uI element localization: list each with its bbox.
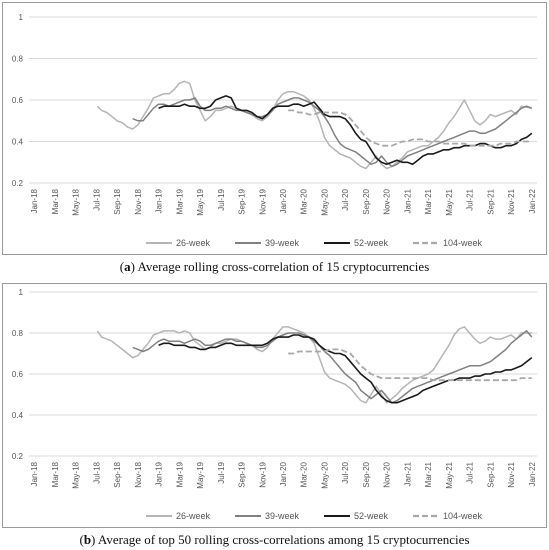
x-tick-label: May-18 xyxy=(72,461,81,488)
legend-label-26-week: 26-week xyxy=(176,511,211,521)
y-tick-label: 0.6 xyxy=(12,370,24,379)
x-tick-label: Sep-18 xyxy=(113,188,122,214)
x-tick-label: May-20 xyxy=(320,461,329,488)
x-tick-label: Sep-20 xyxy=(362,461,371,487)
x-tick-label: Nov-18 xyxy=(134,461,143,487)
legend-label-52-week: 52-week xyxy=(354,511,389,521)
x-tick-label: Jan-18 xyxy=(30,188,39,213)
x-tick-label: Jul-18 xyxy=(92,188,101,210)
x-tick-label: Jul-18 xyxy=(92,461,101,483)
x-tick-label: Mar-21 xyxy=(424,188,433,214)
y-tick-label: 0.2 xyxy=(12,452,24,461)
caption-b-letter: b xyxy=(83,532,92,547)
y-tick-label: 0.6 xyxy=(12,96,24,105)
series-line-104-week xyxy=(288,109,532,147)
x-tick-label: Jul-21 xyxy=(466,461,475,483)
x-tick-label: Jul-20 xyxy=(341,461,350,483)
series-line-104-week xyxy=(288,348,532,382)
series-line-52-week xyxy=(158,95,533,166)
series-line-39-week xyxy=(132,97,533,168)
x-tick-label: May-21 xyxy=(445,188,454,215)
x-tick-label: Jul-21 xyxy=(466,188,475,210)
caption-a: (a) Average rolling cross-correlation of… xyxy=(119,259,430,274)
x-tick-label: Jan-20 xyxy=(279,461,288,486)
y-tick-label: 0.4 xyxy=(12,411,24,420)
x-tick-label: Sep-19 xyxy=(238,461,247,487)
y-tick-label: 0.8 xyxy=(12,329,24,338)
chart-panel-a: 0.2 0.4 0.6 0.8 1 Jan-18 Mar-18 May-18 Jul-18 Sep… xyxy=(2,2,547,255)
series-line-39-week xyxy=(132,330,533,404)
series-line-52-week xyxy=(158,334,533,404)
y-tick-label: 0.8 xyxy=(12,55,24,64)
x-tick-label: Jan-19 xyxy=(155,188,164,213)
series-line-26-week xyxy=(96,80,532,170)
legend-label-104-week: 104-week xyxy=(443,511,483,521)
series-line-26-week xyxy=(96,326,532,404)
x-tick-label: May-18 xyxy=(72,188,81,215)
x-tick-label: Nov-19 xyxy=(258,461,267,487)
x-tick-label: Nov-20 xyxy=(383,188,392,214)
legend-label-52-week: 52-week xyxy=(354,238,389,248)
x-tick-label: Jul-19 xyxy=(217,461,226,483)
x-tick-label: Sep-21 xyxy=(486,188,495,214)
legend-label-39-week: 39-week xyxy=(265,511,300,521)
y-tick-label: 0.4 xyxy=(12,138,24,147)
x-tick-label: Jul-20 xyxy=(341,188,350,210)
x-tick-label: Jan-21 xyxy=(403,188,412,213)
x-tick-label: May-19 xyxy=(196,188,205,215)
caption-a-letter: a xyxy=(124,259,131,274)
x-tick-label: Jul-19 xyxy=(217,188,226,210)
x-tick-label: Mar-20 xyxy=(300,461,309,487)
x-tick-label: Mar-18 xyxy=(51,461,60,487)
x-tick-label: Jan-21 xyxy=(403,461,412,486)
x-tick-label: Nov-21 xyxy=(507,188,516,214)
x-tick-label: Sep-20 xyxy=(362,188,371,214)
x-tick-label: Sep-19 xyxy=(238,188,247,214)
y-tick-label: 1 xyxy=(19,288,24,297)
x-tick-label: Nov-18 xyxy=(134,188,143,214)
x-tick-label: Jan-20 xyxy=(279,188,288,213)
y-tick-label: 1 xyxy=(19,13,24,22)
x-tick-label: Jan-19 xyxy=(155,461,164,486)
x-tick-label: Nov-20 xyxy=(383,461,392,487)
chart-panel-b: 0.2 0.4 0.6 0.8 1 Jan-18 Mar-18 May-18 Jul-18 Sep… xyxy=(2,283,547,528)
chart-a-svg: 0.2 0.4 0.6 0.8 1 Jan-18 Mar-18 May-18 Jul-18 Sep… xyxy=(12,13,537,248)
chart-b-svg: 0.2 0.4 0.6 0.8 1 Jan-18 Mar-18 May-18 Jul-18 Sep… xyxy=(12,288,537,521)
legend-label-39-week: 39-week xyxy=(265,238,300,248)
caption-b-text: Average of top 50 rolling cross-correlat… xyxy=(95,532,470,547)
caption-a-text: Average rolling cross-correlation of 15 … xyxy=(134,259,430,274)
x-tick-label: May-20 xyxy=(320,188,329,215)
x-tick-label: Sep-21 xyxy=(486,461,495,487)
legend-label-26-week: 26-week xyxy=(176,238,211,248)
x-tick-label: May-21 xyxy=(445,461,454,488)
x-tick-label: Sep-18 xyxy=(113,461,122,487)
x-tick-label: Mar-19 xyxy=(175,461,184,487)
x-tick-label: Mar-18 xyxy=(51,188,60,214)
caption-b: (b) Average of top 50 rolling cross-corr… xyxy=(79,532,470,547)
x-tick-label: Jan-22 xyxy=(528,461,537,486)
x-tick-label: Nov-21 xyxy=(507,461,516,487)
x-tick-label: Mar-21 xyxy=(424,461,433,487)
y-tick-label: 0.2 xyxy=(12,179,24,188)
x-tick-label: Mar-20 xyxy=(300,188,309,214)
x-tick-label: Mar-19 xyxy=(175,188,184,214)
x-tick-label: Jan-22 xyxy=(528,188,537,213)
x-tick-label: May-19 xyxy=(196,461,205,488)
x-tick-label: Jan-18 xyxy=(30,461,39,486)
x-tick-label: Nov-19 xyxy=(258,188,267,214)
legend-label-104-week: 104-week xyxy=(443,238,483,248)
